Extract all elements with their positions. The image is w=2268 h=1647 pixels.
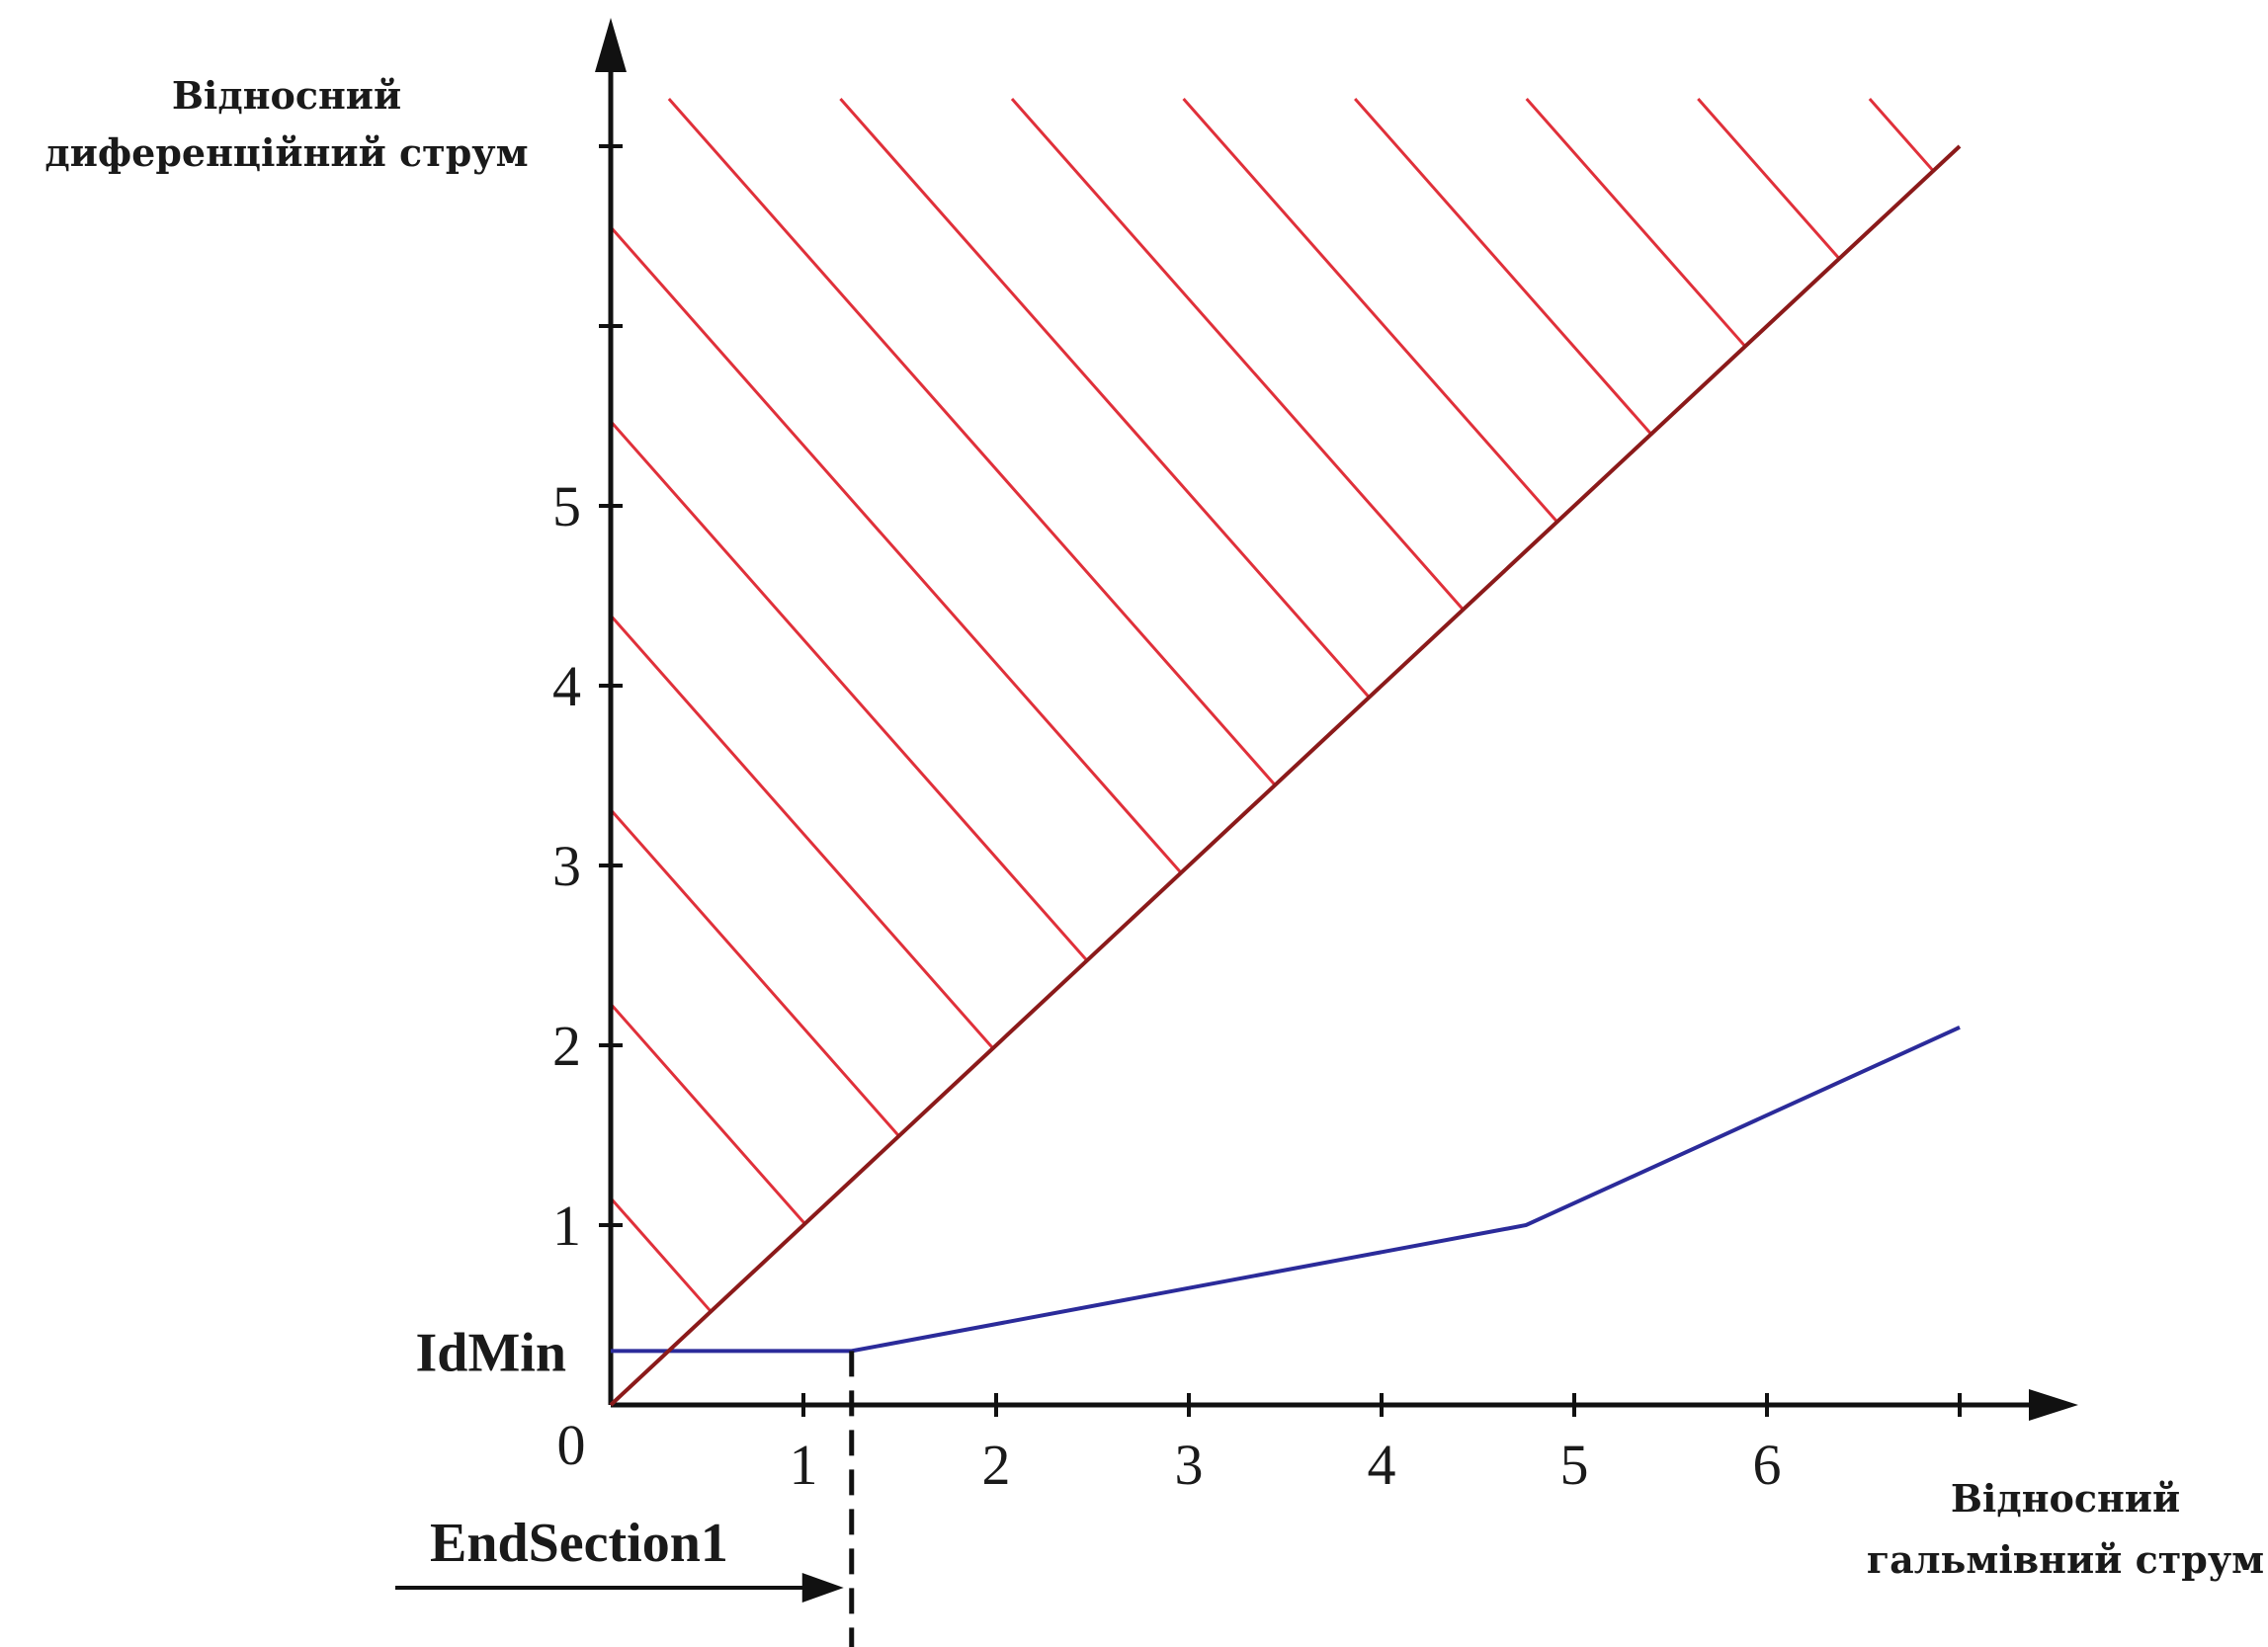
y-tick-label: 1 [552, 1194, 581, 1258]
hatch-line [609, 1003, 806, 1225]
x-tick-label: 1 [790, 1433, 818, 1497]
x-axis-title-line1: Відносний [1951, 1476, 2180, 1521]
series-lines [609, 144, 1962, 1407]
x-axis-title-line2: гальмівний струм [1867, 1537, 2264, 1582]
hatch-line [1868, 98, 1935, 172]
y-axis-title-line1: Відносний [172, 73, 401, 118]
endsection1-label: EndSection1 [430, 1513, 728, 1574]
hatch-line [609, 225, 1183, 874]
hatch-line [609, 808, 900, 1137]
idmin-label: IdMin [416, 1322, 567, 1383]
hatch-line [1525, 98, 1747, 348]
endsection1-arrowhead [801, 1573, 844, 1603]
x-tick-label: 3 [1175, 1433, 1204, 1497]
y-axis-title-line2: диференційний струм [44, 130, 528, 175]
x-tick-label: 4 [1368, 1433, 1396, 1497]
y-tick-label: 3 [552, 834, 581, 898]
characteristic-line [611, 1025, 1961, 1354]
hatch-line [609, 420, 1089, 962]
hatch-region [609, 98, 1935, 1313]
x-tick-label: 6 [1753, 1433, 1782, 1497]
hatch-line [1182, 98, 1558, 524]
y-tick-label: 5 [552, 474, 581, 538]
diagonal-line [609, 144, 1962, 1407]
hatch-line [839, 98, 1371, 699]
hatch-line [1697, 98, 1841, 260]
hatch-line [1354, 98, 1652, 436]
axes: 1 2 3 4 5 6 1 2 3 4 5 0 [552, 18, 2078, 1497]
y-tick-label: 2 [552, 1014, 581, 1078]
y-tick-label: 4 [552, 654, 581, 718]
annotations: IdMin EndSection1 [395, 1322, 855, 1647]
hatch-line [667, 98, 1277, 786]
hatch-line [1010, 98, 1465, 611]
hatch-line [609, 1196, 713, 1313]
x-tick-label: 2 [982, 1433, 1011, 1497]
origin-label: 0 [557, 1413, 586, 1477]
x-axis-arrow [2029, 1389, 2078, 1421]
x-tick-label: 5 [1560, 1433, 1589, 1497]
axis-titles: Відносний диференційний струм Відносний гал… [44, 73, 2264, 1582]
y-axis-arrow [595, 18, 627, 72]
hatch-line [609, 615, 994, 1050]
